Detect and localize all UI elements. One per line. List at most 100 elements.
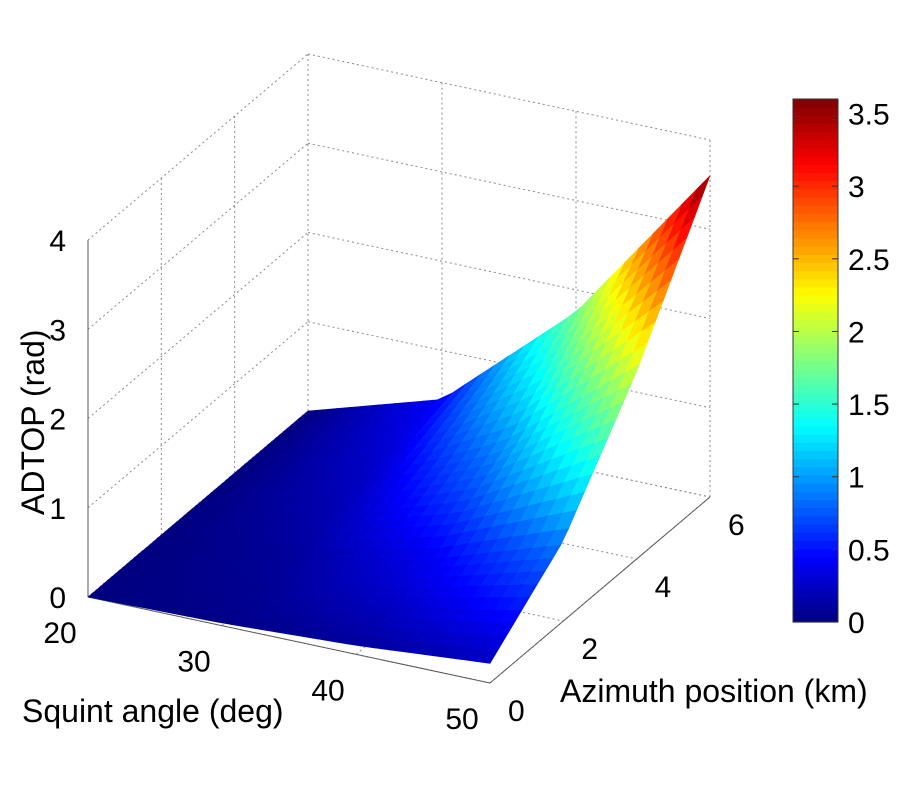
colorbar-segment: [793, 540, 838, 550]
colorbar-segment: [793, 442, 838, 451]
colorbar-segment: [793, 262, 838, 272]
x-tick-label: 50: [445, 703, 478, 736]
colorbar-segment: [793, 164, 838, 174]
grid-line: [87, 142, 309, 330]
colorbar-segment: [793, 613, 838, 623]
z-tick-label: 2: [49, 404, 66, 437]
colorbar-segment: [793, 474, 838, 484]
colorbar-segment: [793, 425, 838, 435]
colorbar-segment: [793, 434, 838, 443]
colorbar-segment: [793, 123, 838, 133]
colorbar-tick-label: 1.5: [848, 389, 890, 422]
y-tick-label: 2: [581, 633, 598, 666]
colorbar-segment: [793, 115, 838, 125]
colorbar-segment: [793, 197, 838, 206]
x-tick-label: 20: [43, 617, 76, 650]
axes: 0 1 2 3 4 20 30 40 50 0 2 4 6: [43, 225, 744, 736]
colorbar-segment: [793, 319, 838, 329]
colorbar-tick-label: 0: [848, 607, 865, 640]
y-axis-label: Azimuth position (km): [560, 673, 868, 709]
colorbar-tick-label: 3: [848, 171, 865, 204]
colorbar-segment: [793, 507, 838, 517]
colorbar-segment: [793, 368, 838, 378]
colorbar-segment: [793, 246, 838, 255]
grid-line: [307, 53, 711, 141]
colorbar-segment: [793, 188, 838, 198]
colorbar-segment: [793, 491, 838, 501]
colorbar-segment: [793, 172, 838, 182]
colorbar-segment: [793, 237, 838, 247]
colorbar-segment: [793, 589, 838, 599]
colorbar-tick-label: 0.5: [848, 534, 890, 567]
y-tick-label: 0: [508, 695, 525, 728]
colorbar-segment: [793, 523, 838, 533]
grid-line: [307, 232, 711, 319]
colorbar-tick-label: 1: [848, 462, 865, 495]
colorbar-segment: [793, 483, 838, 492]
colorbar-segment: [793, 564, 838, 574]
colorbar: 0 0.5 1 1.5 2 2.5 3 3.5: [792, 98, 890, 640]
colorbar-segment: [793, 515, 838, 525]
colorbar-segment: [793, 385, 838, 394]
colorbar-segment: [793, 548, 838, 558]
colorbar-segment: [793, 286, 838, 296]
grid-line: [87, 53, 309, 241]
colorbar-segment: [793, 409, 838, 419]
colorbar-segment: [793, 417, 838, 427]
colorbar-segment: [793, 311, 838, 321]
colorbar-segment: [793, 254, 838, 264]
surface: [87, 175, 711, 664]
colorbar-segment: [793, 139, 838, 149]
colorbar-segment: [793, 335, 838, 345]
colorbar-segment: [793, 376, 838, 386]
colorbar-segment: [793, 156, 838, 165]
colorbar-segment: [793, 229, 838, 239]
colorbar-segment: [793, 327, 838, 337]
colorbar-segment: [793, 352, 838, 362]
y-tick-label: 4: [655, 571, 672, 604]
colorbar-segment: [793, 401, 838, 411]
colorbar-segment: [793, 221, 838, 231]
z-tick-label: 4: [49, 225, 66, 258]
z-tick-label: 0: [49, 582, 66, 615]
z-tick-label: 1: [49, 493, 66, 526]
colorbar-segment: [793, 360, 838, 370]
colorbar-segment: [793, 131, 838, 141]
colorbar-segment: [793, 450, 838, 460]
colorbar-segment: [793, 99, 838, 108]
grid-line: [307, 142, 711, 230]
colorbar-segment: [793, 572, 838, 582]
colorbar-tick-label: 3.5: [848, 99, 890, 132]
colorbar-segment: [793, 393, 838, 402]
colorbar-segment: [793, 458, 838, 468]
z-axis-label: ADTOP (rad): [15, 329, 51, 515]
colorbar-segment: [793, 107, 838, 116]
colorbar-segment: [793, 303, 838, 313]
colorbar-segment: [793, 581, 838, 590]
y-axis-line: [489, 496, 711, 684]
colorbar-segment: [793, 597, 838, 607]
x-axis-line: [87, 596, 491, 684]
colorbar-segment: [793, 270, 838, 280]
colorbar-segment: [793, 556, 838, 566]
z-tick-label: 3: [49, 314, 66, 347]
colorbar-segment: [793, 213, 838, 223]
surface-patch: [87, 590, 111, 601]
colorbar-segment: [793, 499, 838, 509]
colorbar-segment: [793, 180, 838, 190]
grid-line: [87, 321, 309, 509]
x-tick-label: 40: [311, 674, 344, 707]
colorbar-segment: [793, 532, 838, 541]
colorbar-segment: [793, 205, 838, 215]
colorbar-tick-label: 2.5: [848, 244, 890, 277]
colorbar-segment: [793, 466, 838, 476]
y-tick-label: 6: [728, 509, 745, 542]
colorbar-frame: [792, 98, 839, 623]
colorbar-segment: [793, 278, 838, 288]
colorbar-tick-label: 2: [848, 316, 865, 349]
colorbar-segment: [793, 148, 838, 157]
colorbar-segment: [793, 295, 838, 304]
colorbar-segment: [793, 605, 838, 615]
